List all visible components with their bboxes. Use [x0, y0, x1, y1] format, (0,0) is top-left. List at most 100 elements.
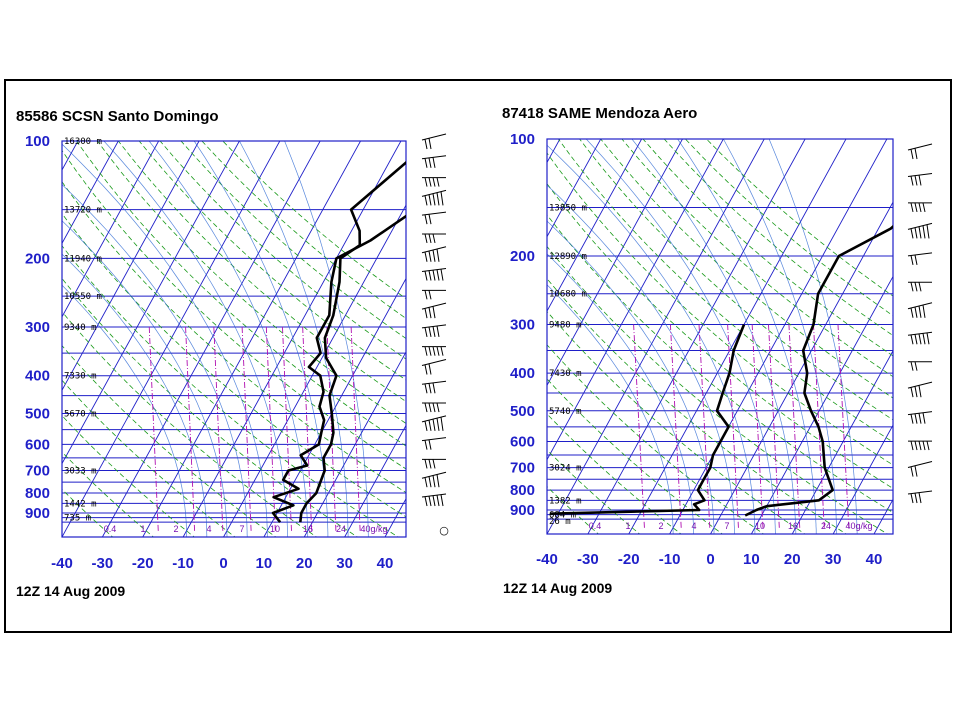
plot-frame	[546, 138, 894, 535]
mixing-ratio-line	[669, 324, 682, 528]
dry-adiabat	[547, 245, 889, 534]
height-label: 5670 m	[64, 409, 97, 419]
moist-adiabat	[239, 141, 349, 537]
mixing-ratio-label: 7	[724, 521, 729, 531]
mixing-ratio-label: 40g/kg	[845, 521, 872, 531]
moist-adiabat	[103, 141, 288, 537]
wind-barb	[907, 461, 933, 477]
temperature-tick-label: 0	[706, 551, 714, 568]
mixing-ratio-label: 10	[270, 524, 280, 534]
pressure-tick-label: 800	[510, 482, 535, 499]
dry-adiabat	[547, 310, 806, 534]
dry-adiabat	[159, 141, 406, 360]
height-label: 3033 m	[64, 466, 97, 476]
temperature-tick-label: -30	[577, 551, 599, 568]
height-label: 10680 m	[549, 290, 587, 300]
mixing-ratio-line	[213, 326, 224, 531]
temperature-tick-label: 40	[377, 555, 394, 572]
isotherm-line	[547, 139, 765, 534]
isotherm-line	[709, 201, 893, 534]
mixing-ratio-label: 1	[140, 524, 145, 534]
mixing-ratio-label: 0.4	[589, 521, 602, 531]
wind-barb	[422, 233, 446, 244]
dry-adiabat	[642, 139, 893, 357]
dry-adiabat	[621, 139, 893, 378]
isotherm-line	[914, 122, 945, 536]
height-label: 13720 m	[64, 206, 102, 216]
temperature-trace	[744, 224, 893, 517]
isotherm-line	[547, 139, 602, 238]
temperature-tick-label: 40	[866, 551, 883, 568]
dry-adiabat	[547, 378, 724, 534]
dry-adiabat	[62, 149, 406, 470]
pressure-tick-label: 900	[510, 502, 535, 519]
moist-adiabat	[62, 284, 187, 537]
pressure-tick-label: 700	[510, 460, 535, 477]
mixing-ratio-label: 24	[336, 524, 346, 534]
skewt-chart-santo-domingo: 0.4 1 2 4 7 10 16 24 40g/kg100200300400500600700…	[25, 133, 449, 572]
mixing-ratio-line	[751, 324, 764, 528]
moist-adiabat	[62, 253, 208, 537]
mixing-ratio-label: 10	[755, 521, 765, 531]
calm-wind-marker: ○	[439, 524, 449, 537]
moist-adiabat	[722, 139, 838, 534]
dry-adiabat	[62, 344, 277, 537]
pressure-tick-label: 300	[25, 319, 50, 336]
moist-adiabat	[547, 220, 715, 534]
wind-barb	[907, 302, 933, 318]
wind-barb	[907, 490, 933, 504]
mixing-ratio-line	[185, 326, 196, 531]
pressure-tick-label: 900	[25, 505, 50, 522]
mixing-ratio-line	[282, 326, 292, 531]
mixing-ratio-label: 0.4	[104, 524, 117, 534]
dry-adiabat	[684, 139, 893, 317]
mixing-ratio-line	[788, 324, 801, 528]
moist-adiabat	[547, 144, 756, 534]
mixing-ratio-line	[768, 324, 780, 528]
moist-adiabat	[62, 143, 268, 537]
pressure-tick-label: 600	[25, 436, 50, 453]
wind-barb	[421, 493, 447, 507]
wind-barb	[421, 155, 447, 168]
height-label: 16300 m	[64, 137, 102, 147]
isotherm-line	[62, 141, 119, 245]
isotherm-line	[142, 141, 362, 537]
height-label: 1442 m	[64, 499, 97, 509]
isotherm-line	[547, 139, 684, 387]
dry-adiabat	[547, 344, 765, 534]
chart-footer-mendoza: 12Z 14 Aug 2009	[503, 580, 613, 596]
dry-adiabat	[579, 139, 893, 421]
wind-barb	[908, 361, 932, 371]
mixing-ratio-label: 16	[303, 524, 313, 534]
wind-barb	[421, 268, 447, 281]
isotherm-line	[384, 497, 406, 537]
dry-adiabat	[180, 141, 406, 339]
mixing-ratio-line	[326, 326, 337, 531]
moist-adiabat	[148, 141, 309, 537]
dry-adiabat	[547, 486, 600, 534]
dewpoint-trace	[549, 324, 746, 515]
temperature-tick-label: -40	[51, 555, 73, 572]
height-label: 9480 m	[549, 321, 582, 331]
dry-adiabat	[62, 415, 195, 537]
skewt-chart-mendoza: 0.4 1 2 4 7 10 16 24 40g/kg100200300400500600700…	[510, 122, 945, 568]
isotherm-line	[547, 139, 724, 461]
mixing-ratio-line	[241, 326, 252, 531]
temperature-tick-label: 10	[743, 551, 760, 568]
height-label: 1382 m	[549, 496, 582, 506]
mixing-ratio-label: 7	[239, 524, 244, 534]
isotherm-line	[62, 141, 240, 465]
temperature-tick-label: 0	[219, 555, 227, 572]
height-label: 5740 m	[549, 407, 582, 417]
dry-adiabat	[663, 139, 893, 337]
isotherm-line	[832, 424, 893, 534]
mixing-ratio-line	[633, 324, 645, 528]
plot-frame	[61, 140, 407, 538]
pressure-tick-label: 700	[25, 462, 50, 479]
temperature-tick-label: 30	[825, 551, 842, 568]
mixing-ratio-label: 24	[821, 521, 831, 531]
mixing-ratio-label: 16	[788, 521, 798, 531]
wind-barb	[421, 358, 447, 375]
height-label: 735 m	[64, 514, 91, 524]
wind-barb	[422, 289, 446, 300]
